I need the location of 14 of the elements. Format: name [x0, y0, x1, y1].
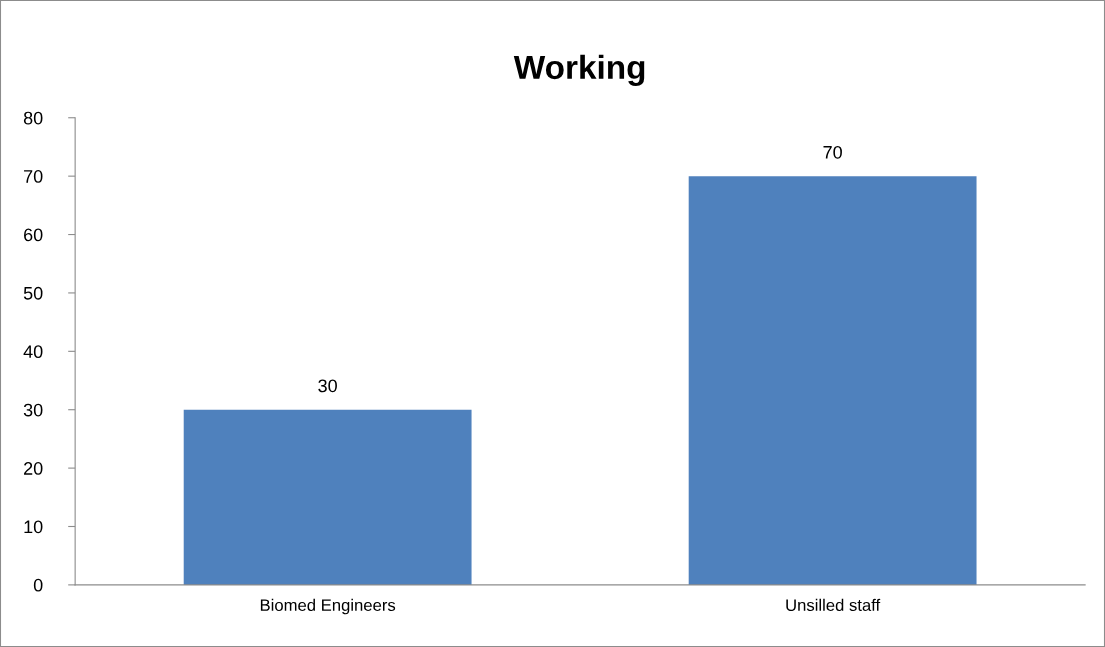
chart-title: Working [513, 54, 645, 86]
x-tick-label: Biomed Engineers [260, 598, 396, 615]
y-tick-label: 50 [23, 286, 43, 300]
y-tick-label: 80 [23, 111, 43, 125]
y-tick-label: 0 [33, 578, 43, 592]
y-tick-label: 10 [24, 520, 43, 534]
data-label: 70 [823, 145, 842, 159]
y-tick-label: 40 [23, 345, 43, 359]
y-tick-label: 30 [23, 403, 43, 417]
data-label: 30 [318, 379, 337, 393]
y-tick-label: 20 [24, 462, 43, 475]
y-tick-label: 60 [24, 228, 43, 242]
x-tick-label: Unsilled staff [786, 598, 881, 612]
y-tick-label: 70 [24, 170, 43, 183]
